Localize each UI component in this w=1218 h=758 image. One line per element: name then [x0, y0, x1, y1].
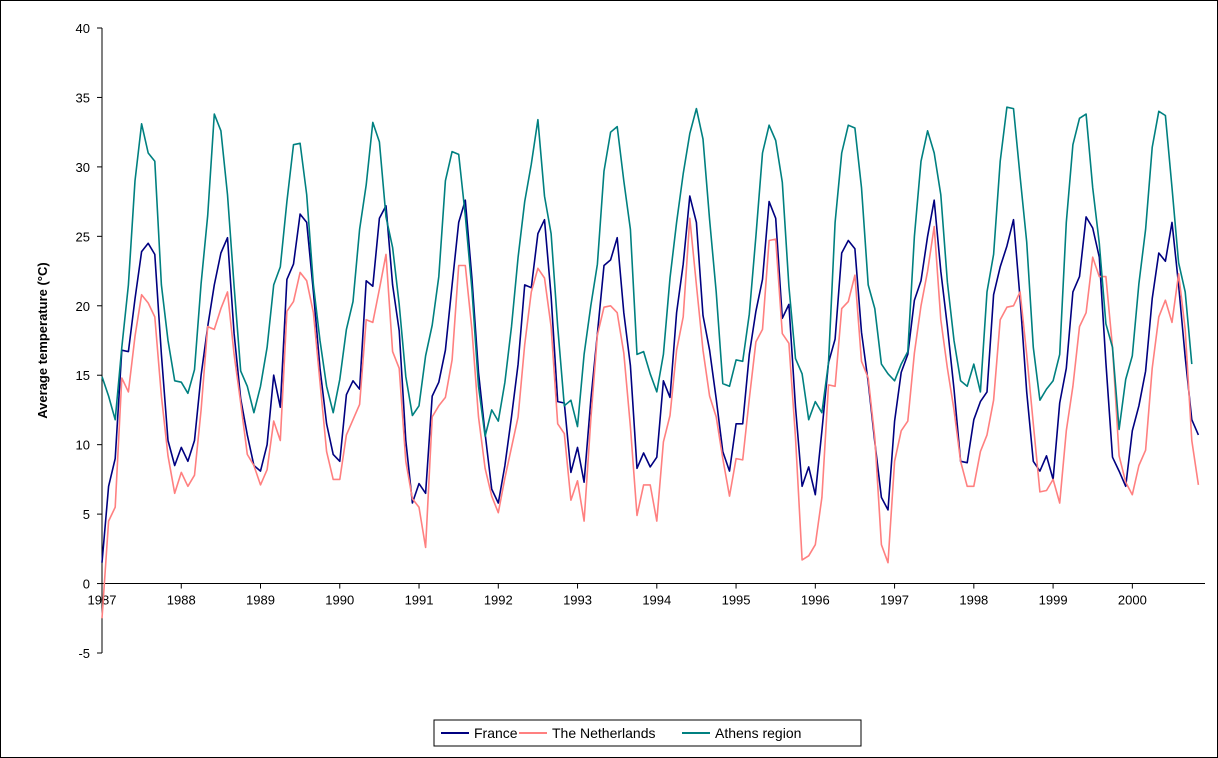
x-tick-label: 1989: [246, 593, 275, 608]
legend-box: [433, 719, 862, 747]
x-tick-label: 1994: [642, 593, 671, 608]
x-tick-label: 1995: [722, 593, 751, 608]
y-tick-label: 5: [83, 507, 90, 522]
axes: -5 0 5 10 15 20 25 30 35 40 1987 1988 1989 1990 1991 19…: [76, 21, 1205, 661]
legend-label-athens-region: Athens region: [715, 725, 801, 741]
x-tick-label: 1999: [1039, 593, 1068, 608]
y-tick-label: 15: [76, 368, 90, 383]
y-tick-label: 40: [76, 21, 90, 36]
y-tick-label: 20: [76, 299, 90, 314]
series-line-france: [101, 195, 1200, 563]
x-tick-label: 1996: [801, 593, 830, 608]
series-line-the-netherlands: [101, 217, 1200, 619]
x-tick-label: 1990: [325, 593, 354, 608]
x-tick-label: 1988: [167, 593, 196, 608]
y-axis-title-group: Average temperature (°C): [35, 262, 50, 418]
y-tick-label: 25: [76, 229, 90, 244]
legend-label-the-netherlands: The Netherlands: [552, 725, 656, 741]
series-lines: [101, 106, 1200, 619]
legend-label-france: France: [474, 725, 518, 741]
y-axis-title: Average temperature (°C): [35, 262, 50, 418]
y-tick-label: -5: [78, 646, 90, 661]
y-tick-label: 0: [83, 577, 90, 592]
x-tick-label: 2000: [1118, 593, 1147, 608]
y-tick-label: 35: [76, 90, 90, 105]
y-tick-label: 30: [76, 160, 90, 175]
legend: France The Netherlands Athens region: [433, 719, 862, 747]
y-tick-label: 10: [76, 438, 90, 453]
x-tick-label: 1991: [405, 593, 434, 608]
x-tick-label: 1987: [88, 593, 117, 608]
series-line-athens-region: [101, 106, 1193, 438]
x-tick-label: 1997: [880, 593, 909, 608]
x-tick-label: 1998: [959, 593, 988, 608]
x-tick-label: 1993: [563, 593, 592, 608]
x-tick-label: 1992: [484, 593, 513, 608]
